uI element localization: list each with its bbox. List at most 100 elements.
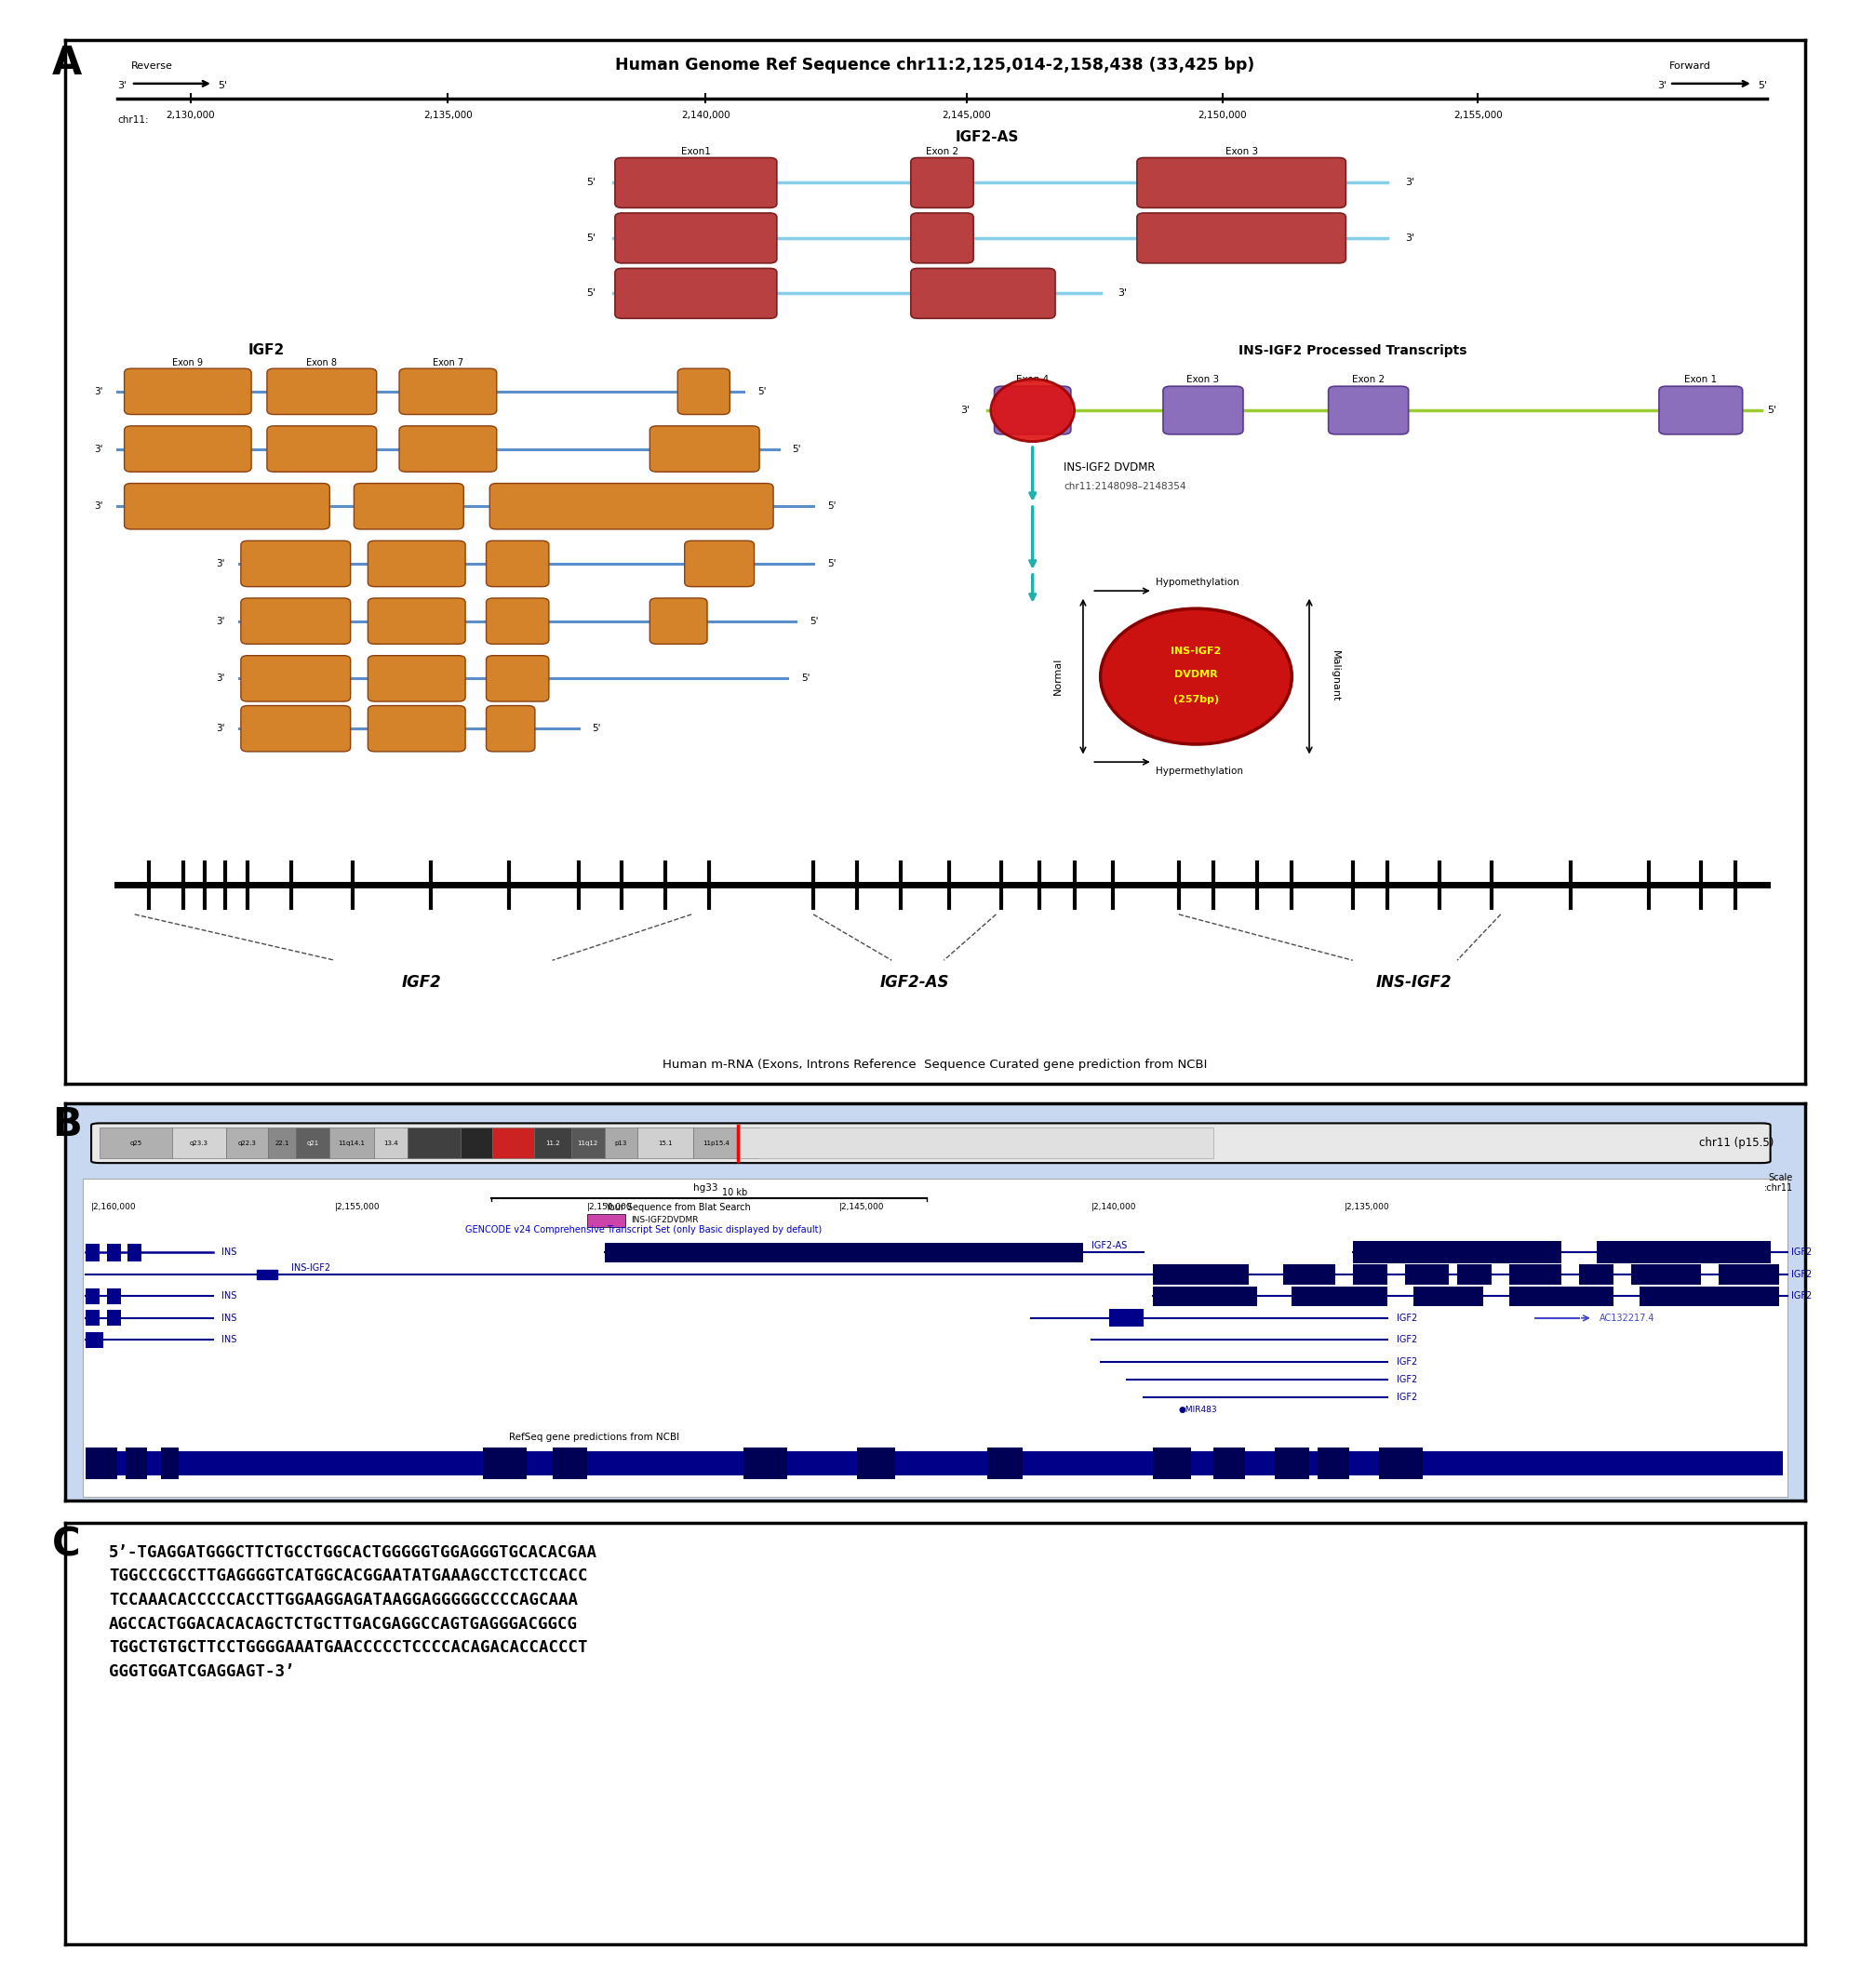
FancyBboxPatch shape <box>910 268 1055 318</box>
Bar <box>1640 1286 1779 1306</box>
FancyBboxPatch shape <box>368 598 465 644</box>
Text: chr11 (p15.5): chr11 (p15.5) <box>1699 1137 1774 1149</box>
Text: 3': 3' <box>216 559 225 569</box>
Text: q25: q25 <box>130 1141 141 1145</box>
Bar <box>1213 1447 1245 1479</box>
Text: 5': 5' <box>802 674 810 684</box>
FancyBboxPatch shape <box>400 425 497 471</box>
Text: Human Genome Ref Sequence chr11:2,125,014-2,158,438 (33,425 bp): Human Genome Ref Sequence chr11:2,125,01… <box>616 56 1254 74</box>
Text: IGF2: IGF2 <box>1792 1270 1813 1278</box>
Text: IGF2: IGF2 <box>1396 1376 1416 1384</box>
Bar <box>553 1447 588 1479</box>
Text: 3': 3' <box>1658 82 1667 89</box>
Text: 11.2: 11.2 <box>545 1141 560 1145</box>
Text: 11q12: 11q12 <box>577 1141 597 1145</box>
FancyBboxPatch shape <box>240 598 350 644</box>
Bar <box>1353 1241 1561 1264</box>
Text: |2,150,000: |2,150,000 <box>588 1203 633 1211</box>
Text: C: C <box>52 1525 80 1565</box>
FancyBboxPatch shape <box>400 368 497 414</box>
Ellipse shape <box>1100 608 1292 744</box>
Text: 2,155,000: 2,155,000 <box>1453 111 1502 119</box>
Bar <box>82 1179 1788 1497</box>
FancyBboxPatch shape <box>486 656 549 702</box>
Text: IGF2: IGF2 <box>1396 1336 1416 1344</box>
Ellipse shape <box>990 380 1074 441</box>
Text: 5': 5' <box>828 559 836 569</box>
Text: B: B <box>52 1105 82 1145</box>
Bar <box>491 1127 534 1159</box>
Text: RefSeq gene predictions from NCBI: RefSeq gene predictions from NCBI <box>508 1433 679 1441</box>
Bar <box>1578 1264 1613 1284</box>
FancyBboxPatch shape <box>1137 213 1346 262</box>
Bar <box>1597 1241 1770 1264</box>
Text: chr11:: chr11: <box>117 115 149 123</box>
Text: INS-IGF2 DVDMR: INS-IGF2 DVDMR <box>1064 461 1156 473</box>
Text: 2,135,000: 2,135,000 <box>424 111 473 119</box>
Bar <box>374 1127 408 1159</box>
Text: Normal: Normal <box>1053 658 1063 696</box>
FancyBboxPatch shape <box>1163 386 1243 433</box>
Text: 3': 3' <box>216 724 225 734</box>
Text: INS: INS <box>221 1336 236 1344</box>
Text: Scale
:chr11: Scale :chr11 <box>1764 1173 1792 1193</box>
FancyBboxPatch shape <box>614 157 776 209</box>
Bar <box>1457 1264 1493 1284</box>
Text: 2,150,000: 2,150,000 <box>1198 111 1247 119</box>
Text: Forward: Forward <box>1669 62 1712 72</box>
Bar <box>588 1215 625 1227</box>
Text: Exon 3: Exon 3 <box>1187 376 1219 384</box>
Text: IGF2-AS: IGF2-AS <box>880 974 949 990</box>
FancyBboxPatch shape <box>368 541 465 586</box>
Bar <box>1509 1286 1613 1306</box>
Text: AC132217.4: AC132217.4 <box>1600 1314 1654 1322</box>
Text: Exon 2: Exon 2 <box>925 147 958 157</box>
Text: |2,140,000: |2,140,000 <box>1092 1203 1137 1211</box>
Bar <box>739 1127 757 1159</box>
Text: 22.1: 22.1 <box>275 1141 288 1145</box>
Bar <box>1379 1447 1422 1479</box>
FancyBboxPatch shape <box>240 656 350 702</box>
Text: 3': 3' <box>1405 233 1414 243</box>
Text: 5': 5' <box>828 501 836 511</box>
Bar <box>988 1447 1022 1479</box>
Bar <box>329 1127 374 1159</box>
FancyBboxPatch shape <box>614 268 776 318</box>
Text: Exon 3: Exon 3 <box>1225 147 1258 157</box>
Bar <box>296 1127 329 1159</box>
Bar <box>638 1127 694 1159</box>
FancyBboxPatch shape <box>1658 386 1742 433</box>
Text: q21: q21 <box>307 1141 318 1145</box>
Text: Malignant: Malignant <box>1331 650 1340 702</box>
FancyBboxPatch shape <box>685 541 754 586</box>
Bar <box>1152 1447 1191 1479</box>
Text: 3': 3' <box>1118 288 1128 298</box>
Text: INS: INS <box>221 1248 236 1256</box>
FancyBboxPatch shape <box>91 1123 1770 1163</box>
Text: q23.3: q23.3 <box>190 1141 208 1145</box>
Text: 2,140,000: 2,140,000 <box>681 111 730 119</box>
Text: 5': 5' <box>586 179 596 187</box>
Text: Exon 4: Exon 4 <box>1016 376 1050 384</box>
Bar <box>739 1127 1213 1159</box>
Text: INS: INS <box>221 1292 236 1300</box>
FancyBboxPatch shape <box>240 541 350 586</box>
Bar <box>106 1244 121 1260</box>
Text: 5': 5' <box>586 233 596 243</box>
FancyBboxPatch shape <box>486 706 534 751</box>
Bar <box>408 1127 462 1159</box>
Text: Exon 9: Exon 9 <box>173 358 203 368</box>
Text: IGF2: IGF2 <box>1396 1358 1416 1366</box>
Text: Human m-RNA (Exons, Introns Reference  Sequence Curated gene prediction from NCB: Human m-RNA (Exons, Introns Reference Se… <box>663 1060 1208 1072</box>
Bar <box>1152 1264 1249 1284</box>
Text: IGF2: IGF2 <box>1792 1292 1813 1300</box>
Text: chr11:2148098–2148354: chr11:2148098–2148354 <box>1064 481 1185 491</box>
Text: |2,135,000: |2,135,000 <box>1344 1203 1390 1211</box>
Text: 5’-TGAGGATGGGCTTCTGCCTGGCACTGGGGGTGGAGGGTGCACACGAA
TGGCCCGCCTTGAGGGGTCATGGCACGGA: 5’-TGAGGATGGGCTTCTGCCTGGCACTGGGGGTGGAGGG… <box>108 1545 597 1680</box>
Text: 5': 5' <box>218 82 227 89</box>
Bar <box>744 1447 787 1479</box>
Bar <box>173 1127 225 1159</box>
Text: 11q14.1: 11q14.1 <box>339 1141 365 1145</box>
Text: hg33: hg33 <box>692 1183 718 1193</box>
Text: 3': 3' <box>1405 179 1414 187</box>
